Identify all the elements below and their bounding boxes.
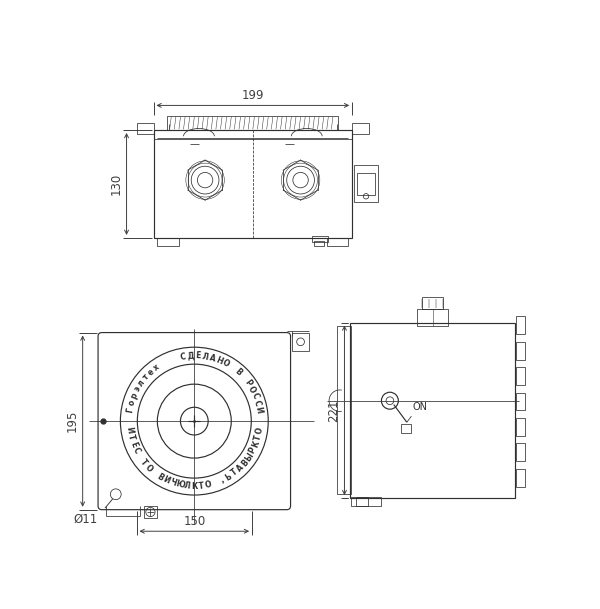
Text: 221: 221 — [328, 399, 341, 421]
Text: е: е — [146, 367, 156, 378]
Text: Т: Т — [139, 458, 149, 468]
Bar — [516, 316, 526, 334]
Text: К: К — [250, 440, 261, 449]
Bar — [350, 323, 515, 498]
Bar — [314, 241, 325, 245]
Text: 195: 195 — [66, 410, 79, 432]
Text: О: О — [221, 358, 231, 369]
Text: А: А — [235, 463, 245, 473]
Text: р: р — [129, 392, 139, 400]
Text: х: х — [152, 362, 161, 373]
Bar — [352, 496, 380, 506]
Text: Т: Т — [253, 434, 263, 441]
Bar — [516, 367, 526, 385]
Text: ON: ON — [413, 402, 428, 412]
Text: т: т — [141, 373, 151, 382]
Text: Е: Е — [195, 351, 201, 361]
Text: О: О — [246, 384, 257, 394]
Bar — [417, 309, 448, 326]
Bar — [292, 333, 309, 351]
Text: Г: Г — [125, 407, 135, 413]
Text: Ч: Ч — [169, 478, 178, 488]
Text: С: С — [131, 446, 141, 456]
Bar — [516, 469, 526, 487]
Bar — [167, 116, 338, 130]
Text: О: О — [143, 463, 154, 474]
Bar — [144, 506, 157, 518]
Text: С: С — [180, 351, 187, 362]
Text: Ø11: Ø11 — [73, 513, 97, 526]
Text: Д: Д — [187, 351, 194, 361]
Bar — [356, 496, 368, 506]
Text: Ю: Ю — [175, 480, 185, 490]
Bar — [337, 326, 350, 495]
Bar — [516, 393, 526, 410]
Bar — [327, 238, 349, 245]
Text: И: И — [125, 426, 134, 434]
Text: Е: Е — [128, 440, 138, 448]
Text: В: В — [239, 458, 250, 468]
Text: Р: Р — [247, 446, 258, 456]
Bar — [357, 173, 375, 195]
Text: Р: Р — [242, 378, 253, 388]
Bar — [312, 236, 328, 242]
Text: Ь: Ь — [224, 471, 233, 482]
Text: Л: Л — [202, 351, 209, 362]
Text: А: А — [208, 353, 217, 364]
Text: 199: 199 — [242, 90, 264, 102]
Text: И: И — [161, 475, 171, 486]
Text: о: о — [127, 399, 137, 406]
Text: Н: Н — [215, 355, 224, 366]
Bar — [401, 424, 412, 433]
Text: С: С — [252, 399, 262, 407]
Text: Т: Т — [126, 434, 136, 441]
Text: 150: 150 — [183, 515, 205, 528]
Bar — [354, 166, 379, 202]
Text: Л: Л — [184, 481, 191, 491]
Bar — [516, 443, 526, 461]
Text: С: С — [250, 392, 260, 400]
Bar — [157, 238, 179, 245]
Bar — [422, 297, 443, 309]
Text: э: э — [132, 385, 142, 393]
Bar — [516, 418, 526, 436]
Text: Т: Т — [199, 481, 205, 491]
Text: О: О — [254, 426, 264, 434]
Text: В: В — [155, 471, 165, 482]
Bar — [154, 130, 352, 238]
Text: К: К — [191, 482, 197, 491]
Bar — [516, 342, 526, 359]
Text: В: В — [233, 367, 243, 378]
Text: И: И — [254, 406, 264, 414]
Text: Т: Т — [230, 468, 239, 478]
Text: О: О — [205, 480, 213, 490]
Text: 130: 130 — [110, 173, 123, 195]
Bar — [352, 123, 369, 134]
Text: ,: , — [219, 476, 226, 485]
Text: Ы: Ы — [243, 451, 255, 463]
Bar — [137, 123, 154, 134]
Text: л: л — [136, 378, 146, 388]
